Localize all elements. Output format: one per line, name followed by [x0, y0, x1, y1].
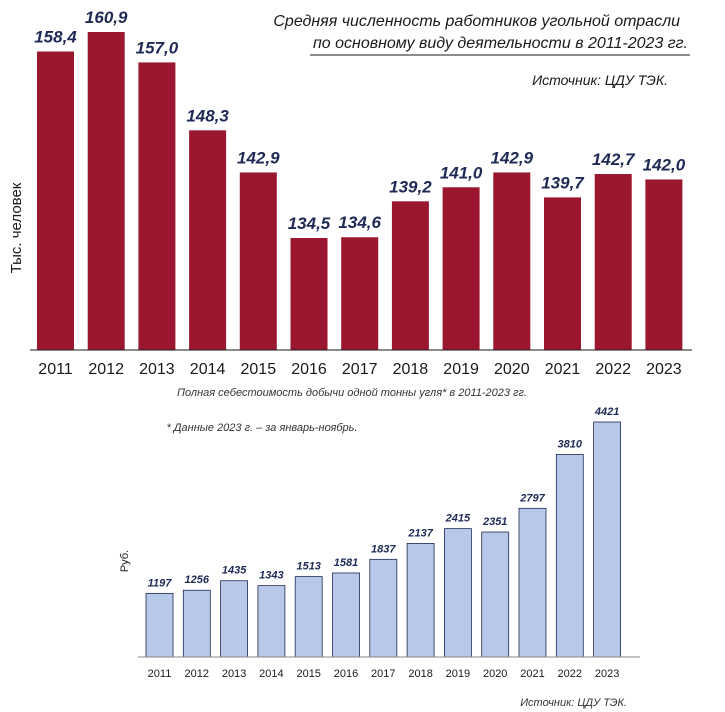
chart2-year-2019: 2019 [446, 668, 470, 680]
chart1-bar-2018 [391, 201, 429, 350]
chart1-value-label-2015: 142,9 [237, 148, 280, 167]
chart2-value-label-2015: 1513 [296, 561, 320, 573]
chart1-year-labels: 2011 2012 2013 2014 2015 2016 2017 2018 2019 2020… [38, 361, 682, 378]
chart2-value-labels: 1197 1256 1435 1343 1513 1581 1837 2137 2415 2351… [148, 406, 620, 589]
chart1-value-label-2012: 160,9 [85, 8, 128, 27]
chart2-year-2011: 2011 [148, 668, 172, 680]
chart1-bar-2021 [544, 197, 581, 350]
chart1-year-2015: 2015 [241, 361, 277, 378]
chart1-year-2016: 2016 [291, 361, 327, 378]
chart2-year-2014: 2014 [259, 668, 283, 680]
chart1-year-2017: 2017 [342, 361, 378, 378]
chart2-year-2023: 2023 [595, 668, 619, 680]
chart1-year-2018: 2018 [393, 361, 429, 378]
chart1-year-2019: 2019 [443, 361, 479, 378]
chart2-value-label-2013: 1435 [222, 565, 247, 577]
chart1-year-2020: 2020 [494, 361, 530, 378]
chart1-bar-2020 [493, 172, 531, 350]
chart1-value-label-2013: 157,0 [136, 38, 179, 57]
chart2-value-label-2023: 4421 [594, 406, 619, 418]
chart2-year-2012: 2012 [185, 668, 209, 680]
chart2-year-2015: 2015 [296, 668, 320, 680]
chart1-y-axis-label: Тыс. человек [8, 182, 25, 273]
chart2-bar-2013 [220, 580, 249, 658]
chart1-value-labels: 158,4 160,9 157,0 148,3 142,9 134,5 134,6 139,2… [34, 8, 685, 233]
chart2-bar-2021 [518, 507, 547, 658]
chart2-value-label-2021: 2797 [519, 492, 545, 504]
chart1-value-label-2018: 139,2 [389, 177, 432, 196]
chart2-year-labels: 2011 2012 2013 2014 2015 2016 2017 2018 2019 2020… [148, 668, 620, 680]
chart2-value-label-2011: 1197 [148, 577, 173, 589]
chart2-bar-2023 [593, 421, 621, 658]
chart2-year-2022: 2022 [558, 668, 582, 680]
chart2-bar-2012 [182, 589, 211, 658]
chart1-bar-2014 [189, 130, 227, 350]
chart1-value-label-2022: 142,7 [592, 150, 636, 169]
chart2-year-2016: 2016 [334, 668, 358, 680]
chart2-year-2020: 2020 [483, 668, 507, 680]
chart1-value-label-2017: 134,6 [338, 213, 381, 232]
chart2-value-label-2016: 1581 [334, 557, 358, 569]
chart2-value-label-2019: 2415 [445, 513, 471, 525]
chart2-bar-2019 [443, 528, 472, 658]
chart1-source: Источник: ЦДУ ТЭК. [532, 72, 668, 88]
chart1-bar-2019 [442, 187, 480, 350]
chart2-bar-2014 [257, 585, 286, 658]
chart1-value-label-2014: 148,3 [186, 106, 229, 125]
chart1-bar-2015 [239, 172, 277, 350]
chart1-bar-2023 [645, 179, 683, 350]
chart2-bar-2015 [294, 576, 323, 658]
chart1-value-label-2020: 142,9 [491, 148, 534, 167]
chart1-year-2013: 2013 [139, 361, 175, 378]
chart2-y-axis-label: Руб. [119, 550, 131, 572]
chart1-title-line-2: по основному виду деятельности в 2011-20… [313, 35, 688, 52]
chart2-year-2021: 2021 [520, 668, 544, 680]
chart2-year-2017: 2017 [371, 668, 395, 680]
chart1-year-2011: 2011 [38, 361, 73, 378]
chart1-bar-2011 [37, 51, 74, 351]
employment-chart: Средняя численность работников угольной … [8, 8, 692, 378]
chart2-year-2013: 2013 [222, 668, 246, 680]
chart2-bar-2020 [481, 531, 510, 658]
chart2-value-label-2022: 3810 [558, 438, 583, 450]
chart1-bar-2017 [341, 237, 379, 350]
chart2-bar-2022 [555, 454, 584, 658]
chart2-bar-2018 [406, 543, 435, 658]
chart1-bar-2016 [290, 238, 328, 350]
chart1-bar-2012 [87, 32, 125, 350]
chart1-year-2022: 2022 [595, 361, 631, 378]
chart2-bar-2011 [145, 592, 174, 658]
chart2-value-label-2012: 1256 [185, 574, 210, 586]
chart2-value-label-2018: 2137 [407, 527, 433, 539]
chart1-value-label-2021: 139,7 [541, 173, 585, 192]
chart1-year-2012: 2012 [88, 361, 124, 378]
chart2-value-label-2020: 2351 [482, 516, 507, 528]
chart1-bar-2013 [138, 62, 176, 350]
chart2-value-label-2017: 1837 [371, 543, 396, 555]
chart1-value-label-2011: 158,4 [34, 28, 77, 47]
cost-chart: Полная себестоимость добычи одной тонны … [119, 387, 640, 709]
chart1-value-label-2023: 142,0 [643, 155, 686, 174]
chart1-bar-2022 [594, 174, 632, 350]
chart1-year-2023: 2023 [646, 361, 682, 378]
chart1-value-label-2019: 141,0 [440, 163, 483, 182]
chart2-source: Источник: ЦДУ ТЭК. [520, 697, 627, 709]
chart1-year-2014: 2014 [190, 361, 226, 378]
chart1-title-line-1: Средняя численность работников угольной … [273, 13, 680, 30]
chart2-value-label-2014: 1343 [259, 570, 283, 582]
chart1-bars [37, 32, 683, 351]
chart2-title: Полная себестоимость добычи одной тонны … [177, 387, 527, 399]
chart2-bars [145, 421, 621, 658]
chart2-bar-2016 [332, 572, 360, 658]
chart2-footnote: * Данные 2023 г. – за январь-ноябрь. [166, 422, 357, 434]
chart2-bar-2017 [369, 558, 398, 658]
chart1-value-label-2016: 134,5 [288, 214, 331, 233]
chart2-year-2018: 2018 [408, 668, 432, 680]
chart1-year-2021: 2021 [545, 361, 581, 378]
